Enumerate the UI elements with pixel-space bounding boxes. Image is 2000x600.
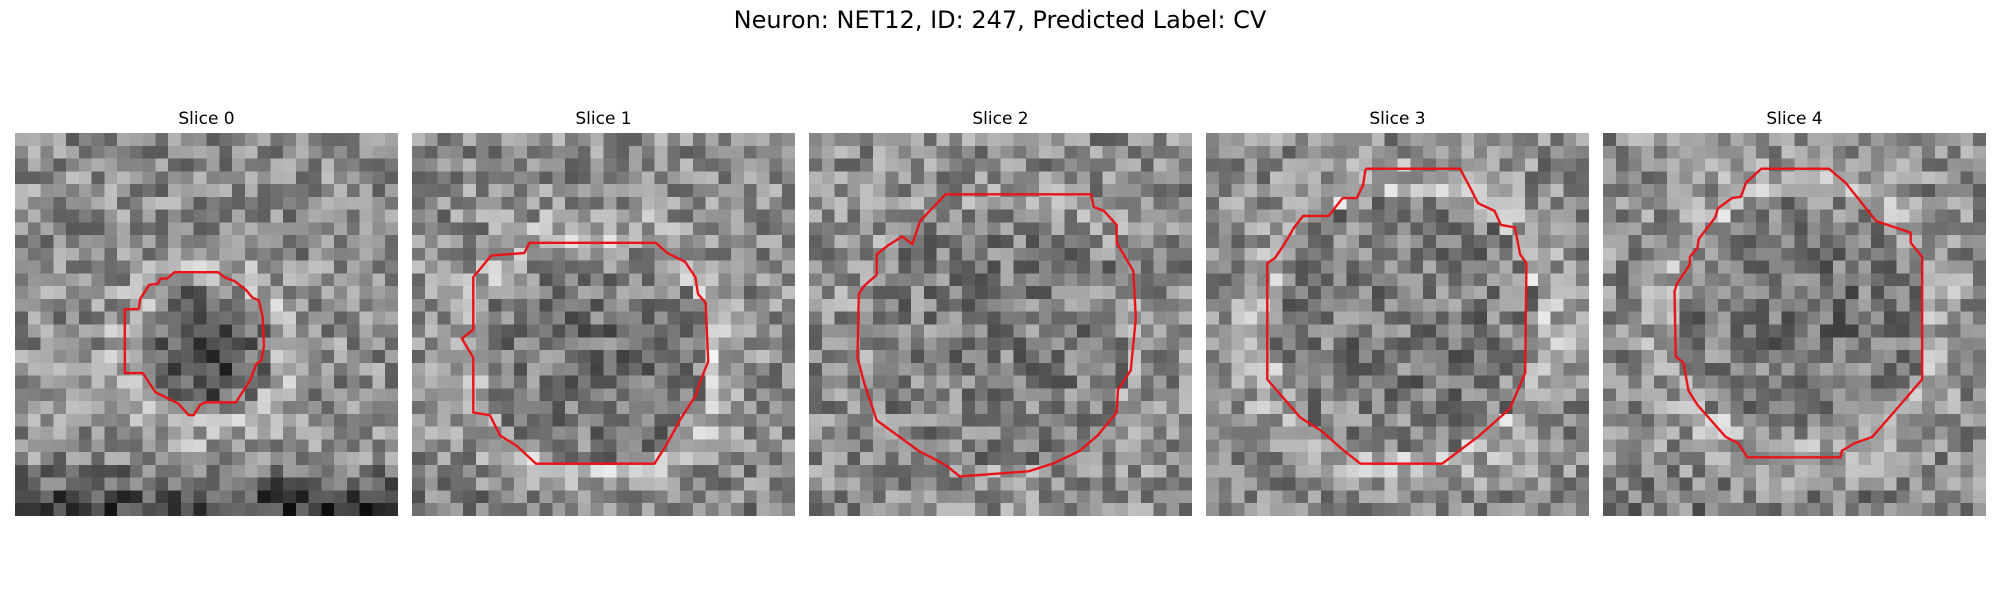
figure-title: Neuron: NET12, ID: 247, Predicted Label:… [733, 6, 1267, 34]
slice-image [809, 133, 1192, 516]
slice-panel-0: Slice 0 [15, 108, 398, 516]
roi-overlay [1206, 133, 1589, 516]
slice-image [412, 133, 795, 516]
slice-image [15, 133, 398, 516]
microscopy-image [412, 133, 795, 516]
slice-title: Slice 2 [972, 109, 1029, 129]
roi-contour [1674, 169, 1922, 458]
roi-overlay [809, 133, 1192, 516]
slice-panel-3: Slice 3 [1206, 108, 1589, 516]
microscopy-image [15, 133, 398, 516]
slice-title: Slice 4 [1766, 109, 1823, 129]
slice-panel-2: Slice 2 [809, 108, 1192, 516]
roi-overlay [15, 133, 398, 516]
roi-contour [462, 243, 708, 464]
slice-title: Slice 3 [1369, 109, 1426, 129]
slice-title: Slice 0 [178, 109, 235, 129]
slice-panel-1: Slice 1 [412, 108, 795, 516]
slice-panel-4: Slice 4 [1603, 108, 1986, 516]
roi-contour [1267, 169, 1526, 464]
slice-image [1206, 133, 1589, 516]
slice-image [1603, 133, 1986, 516]
roi-contour [858, 194, 1136, 476]
roi-overlay [412, 133, 795, 516]
roi-overlay [1603, 133, 1986, 516]
slice-title: Slice 1 [575, 109, 632, 129]
microscopy-image [809, 133, 1192, 516]
roi-contour [125, 272, 264, 415]
